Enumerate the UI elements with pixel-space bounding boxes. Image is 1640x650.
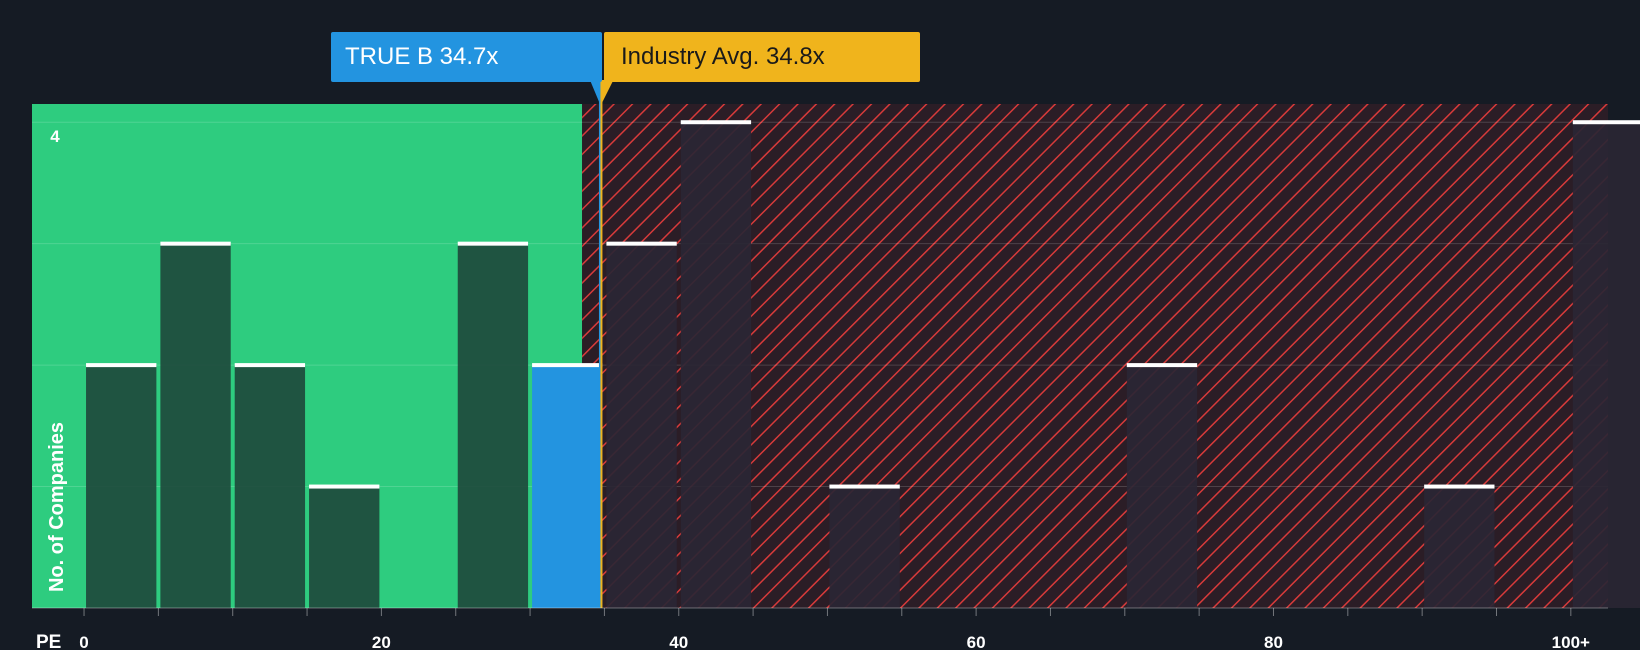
- bar-cap: [1424, 484, 1495, 489]
- histogram-bar: [1572, 122, 1640, 609]
- histogram-bar: [309, 486, 380, 608]
- histogram-bar: [457, 243, 529, 608]
- bar-cap: [1126, 363, 1198, 368]
- x-axis-title: PE: [36, 632, 61, 650]
- bar-cap: [309, 484, 380, 489]
- x-tick-label: 40: [669, 633, 688, 650]
- bar-cap: [680, 120, 752, 125]
- industry-marker-pointer: [600, 80, 614, 104]
- x-tick-label: 20: [372, 633, 391, 650]
- histogram-bar: [1126, 365, 1198, 608]
- histogram-bar: [829, 486, 900, 608]
- x-tick-label: 80: [1264, 633, 1283, 650]
- bar-cap: [1572, 120, 1640, 125]
- bar-cap: [532, 363, 603, 368]
- industry-average-callout: Industry Avg. 34.8x: [604, 32, 920, 82]
- histogram-bar: [606, 243, 677, 608]
- y-tick-label: 4: [50, 127, 60, 146]
- histogram-bar: [1424, 486, 1495, 608]
- company-pe-callout: TRUE B 34.7x: [331, 32, 602, 82]
- histogram-bar: [234, 365, 306, 608]
- histogram-bar: [86, 365, 157, 608]
- x-tick-label: 0: [79, 633, 88, 650]
- y-axis-title: No. of Companies: [46, 422, 68, 592]
- x-tick-label: 60: [967, 633, 986, 650]
- histogram-bar: [680, 122, 752, 609]
- histogram-bar: [532, 365, 603, 608]
- bar-cap: [86, 363, 157, 368]
- bar-cap: [234, 363, 306, 368]
- company-marker-pointer: [589, 80, 602, 104]
- bar-cap: [160, 241, 231, 246]
- x-tick-label: 100+: [1552, 633, 1590, 650]
- bar-cap: [829, 484, 900, 489]
- bar-cap: [457, 241, 529, 246]
- bar-cap: [606, 241, 677, 246]
- histogram-bar: [160, 243, 231, 608]
